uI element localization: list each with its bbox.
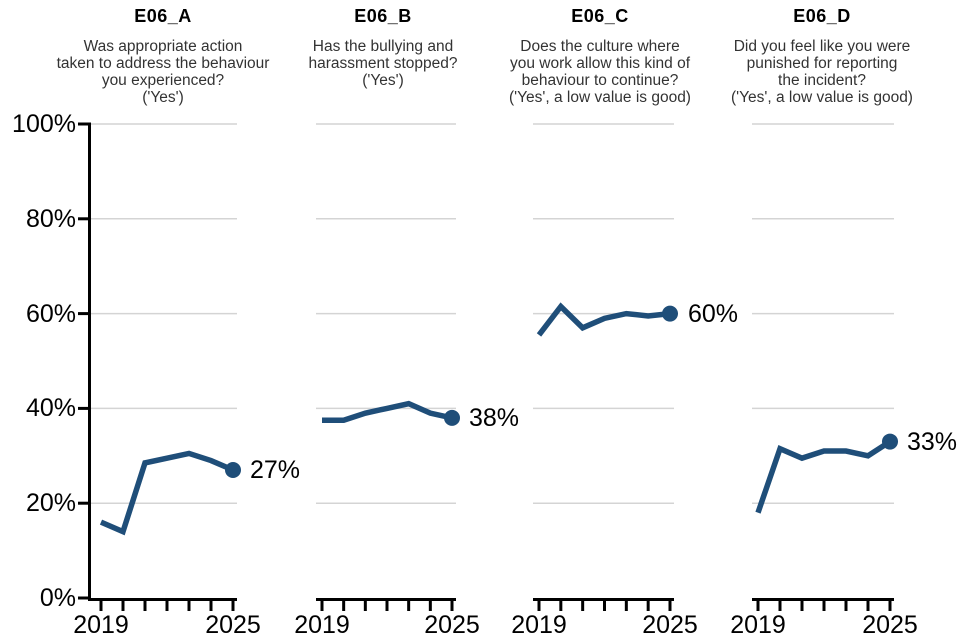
- x-tick-label-first-panel-a: 2019: [73, 611, 129, 639]
- subtitle-line: ('Yes'): [362, 72, 404, 89]
- panel-subtitle-e06-b: Has the bullying and harassment stopped?…: [233, 38, 533, 89]
- y-tick-label-20: 20%: [25, 489, 76, 517]
- y-tick-label-0: 0%: [39, 584, 76, 612]
- subtitle-line: ('Yes'): [142, 89, 184, 106]
- value-label-e06-b: 38%: [469, 404, 520, 432]
- subtitle-line: ('Yes', a low value is good): [509, 89, 691, 106]
- panel-title-e06-b: E06_B: [354, 6, 412, 26]
- x-tick-label-last-panel-c: 2025: [642, 611, 698, 639]
- subtitle-line: you experienced?: [101, 72, 225, 89]
- y-tick-label-100: 100%: [12, 110, 76, 138]
- subtitle-line: taken to address the behaviour: [56, 55, 270, 72]
- subtitle-line: behaviour to continue?: [521, 72, 679, 89]
- series-end-dot-E06_B: [444, 409, 460, 426]
- subtitle-line: punished for reporting: [746, 55, 898, 72]
- panel-header-e06-c: E06_C Does the culture where you work al…: [450, 6, 750, 106]
- panel-header-e06-a: E06_A Was appropriate action taken to ad…: [13, 6, 313, 106]
- panel-title-e06-d: E06_D: [793, 6, 851, 26]
- subtitle-line: harassment stopped?: [308, 55, 458, 72]
- subtitle-line: ('Yes', a low value is good): [731, 89, 913, 106]
- panel-title-e06-c: E06_C: [571, 6, 629, 26]
- subtitle-line: Was appropriate action: [83, 38, 243, 55]
- x-tick-label-first-panel-d: 2019: [730, 611, 786, 639]
- subtitle-line: the incident?: [778, 72, 866, 89]
- subtitle-line: Has the bullying and: [312, 38, 454, 55]
- series-end-dot-E06_C: [662, 305, 678, 322]
- x-tick-label-first-panel-c: 2019: [511, 611, 567, 639]
- panel-title-e06-a: E06_A: [134, 6, 192, 26]
- x-tick-label-last-panel-d: 2025: [862, 611, 918, 639]
- panel-header-e06-b: E06_B Has the bullying and harassment st…: [233, 6, 533, 89]
- y-tick-label-60: 60%: [25, 300, 76, 328]
- panel-subtitle-e06-c: Does the culture where you work allow th…: [450, 38, 750, 106]
- series-line-E06_A: [99, 450, 235, 536]
- subtitle-line: you work allow this kind of: [509, 55, 691, 72]
- value-label-e06-c: 60%: [688, 300, 739, 328]
- x-tick-label-last-panel-a: 2025: [205, 611, 261, 639]
- value-label-e06-a: 27%: [250, 456, 301, 484]
- panel-header-e06-d: E06_D Did you feel like you were punishe…: [672, 6, 960, 106]
- y-tick-label-40: 40%: [25, 394, 76, 422]
- panel-subtitle-e06-d: Did you feel like you were punished for …: [672, 38, 960, 106]
- panel-subtitle-e06-a: Was appropriate action taken to address …: [13, 38, 313, 106]
- y-tick-label-80: 80%: [25, 205, 76, 233]
- series-line-E06_B: [322, 400, 453, 423]
- series-line-E06_C: [536, 302, 671, 337]
- series-end-dot-E06_D: [882, 433, 898, 450]
- subtitle-line: Does the culture where: [520, 38, 680, 55]
- value-label-e06-d: 33%: [907, 428, 958, 456]
- series-line-E06_D: [755, 439, 892, 514]
- x-tick-label-last-panel-b: 2025: [424, 611, 480, 639]
- subtitle-line: Did you feel like you were: [733, 38, 911, 55]
- series-end-dot-E06_A: [225, 462, 241, 479]
- x-tick-label-first-panel-b: 2019: [294, 611, 350, 639]
